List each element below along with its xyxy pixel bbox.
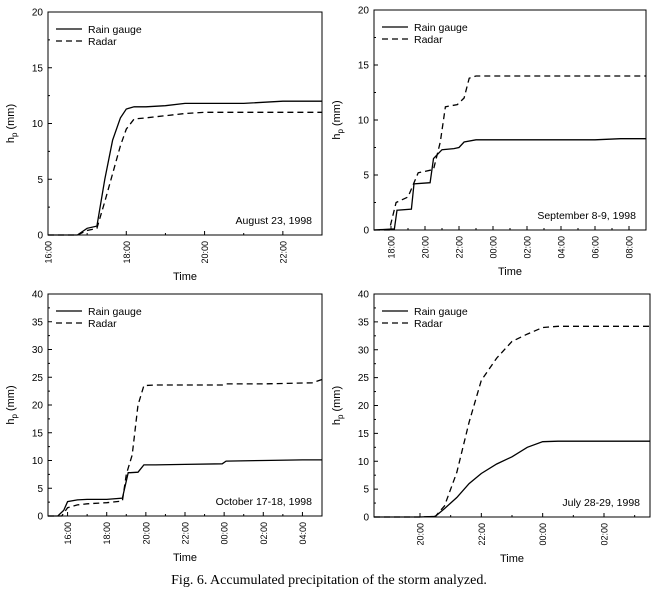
x-tick-label: 22:00: [455, 236, 465, 259]
x-tick-label: 06:00: [591, 236, 601, 259]
chart-title-date: August 23, 1998: [236, 215, 313, 227]
y-tick-label: 0: [363, 226, 369, 237]
series-line-rain-gauge: [48, 100, 322, 236]
y-tick-label: 35: [358, 317, 370, 328]
legend-label: Rain gauge: [88, 306, 142, 318]
figure-caption: Fig. 6. Accumulated precipitation of the…: [171, 573, 487, 588]
chart-title-date: September 8-9, 1998: [537, 210, 636, 222]
y-tick-label: 10: [358, 457, 370, 468]
y-tick-label: 20: [358, 401, 370, 412]
x-axis-label: Time: [173, 552, 197, 564]
y-tick-label: 10: [32, 119, 44, 130]
y-tick-label: 10: [358, 116, 370, 127]
y-tick-label: 15: [32, 428, 44, 439]
y-tick-label: 15: [32, 63, 44, 74]
y-tick-label: 5: [37, 484, 43, 495]
y-tick-label: 20: [358, 6, 370, 17]
legend-label: Radar: [414, 34, 443, 46]
legend-label: Rain gauge: [414, 22, 468, 34]
x-tick-label: 20:00: [200, 241, 210, 264]
chart-title-date: October 17-18, 1998: [216, 496, 312, 508]
chart-title-date: July 28-29, 1998: [562, 497, 640, 509]
x-tick-label: 00:00: [220, 522, 230, 545]
chart-panel-1: 0 5 10 15 20 16:00 18:00 20:00 22:00 Time hp (mm) R…: [5, 8, 323, 283]
x-tick-label: 00:00: [489, 236, 499, 259]
x-tick-label: 22:00: [278, 241, 288, 264]
y-axis-label: hp (mm): [5, 385, 19, 424]
y-tick-label: 0: [37, 231, 43, 242]
y-tick-label: 40: [358, 290, 370, 301]
x-tick-label: 18:00: [102, 522, 112, 545]
y-tick-label: 5: [363, 485, 369, 496]
y-tick-label: 0: [363, 513, 369, 524]
series-line-rain-gauge: [373, 138, 646, 231]
series-line-radar: [374, 325, 650, 518]
y-tick-label: 10: [32, 456, 44, 467]
x-axis-label: Time: [500, 553, 524, 565]
series-line-rain-gauge: [48, 459, 322, 517]
x-tick-label: 04:00: [557, 236, 567, 259]
x-tick-label: 16:00: [63, 522, 73, 545]
series-line-radar: [374, 75, 646, 231]
legend-label: Radar: [88, 36, 117, 48]
series-line-radar: [48, 111, 322, 236]
x-tick-label: 22:00: [477, 523, 487, 546]
y-tick-label: 0: [37, 512, 43, 523]
legend-label: Rain gauge: [414, 306, 468, 318]
legend-label: Rain gauge: [88, 24, 142, 36]
legend-label: Radar: [88, 318, 117, 330]
x-axis-label: Time: [173, 271, 197, 283]
x-tick-label: 20:00: [141, 522, 151, 545]
y-tick-label: 15: [358, 429, 370, 440]
x-tick-label: 00:00: [538, 523, 548, 546]
legend-label: Radar: [414, 318, 443, 330]
x-tick-label: 08:00: [625, 236, 635, 259]
y-axis-label: hp (mm): [331, 100, 345, 139]
y-tick-label: 20: [32, 8, 44, 19]
x-tick-label: 16:00: [44, 241, 54, 264]
x-tick-label: 20:00: [416, 523, 426, 546]
y-tick-label: 25: [32, 373, 44, 384]
y-tick-label: 30: [32, 345, 44, 356]
x-tick-label: 02:00: [523, 236, 533, 259]
x-tick-label: 02:00: [600, 523, 610, 546]
y-tick-label: 35: [32, 317, 44, 328]
series-line-radar: [48, 378, 323, 517]
chart-panel-2: 0 5 10 15 20 18:00 20:00 22:00 00:00 02:00 04:00 06…: [331, 6, 647, 278]
x-axis-label: Time: [498, 266, 522, 278]
x-tick-label: 04:00: [298, 522, 308, 545]
y-tick-label: 20: [32, 401, 44, 412]
y-tick-label: 15: [358, 61, 370, 72]
y-tick-label: 40: [32, 290, 44, 301]
y-tick-label: 5: [37, 175, 43, 186]
y-axis-label: hp (mm): [5, 104, 19, 143]
x-tick-label: 20:00: [421, 236, 431, 259]
chart-panel-4: 0 5 10 15 20 25 30 35 40 20:00 22:00 00:00 02:00 Time…: [331, 290, 651, 565]
y-tick-label: 30: [358, 345, 370, 356]
y-axis-label: hp (mm): [331, 386, 345, 425]
x-tick-label: 18:00: [122, 241, 132, 264]
x-tick-label: 22:00: [181, 522, 191, 545]
x-tick-label: 02:00: [259, 522, 269, 545]
x-tick-label: 18:00: [387, 236, 397, 259]
y-tick-label: 5: [363, 171, 369, 182]
y-tick-label: 25: [358, 373, 370, 384]
chart-panel-3: 0 5 10 15 20 25 30 35 40 16:00 18:00 20:00 22:00 00:0…: [5, 290, 323, 564]
